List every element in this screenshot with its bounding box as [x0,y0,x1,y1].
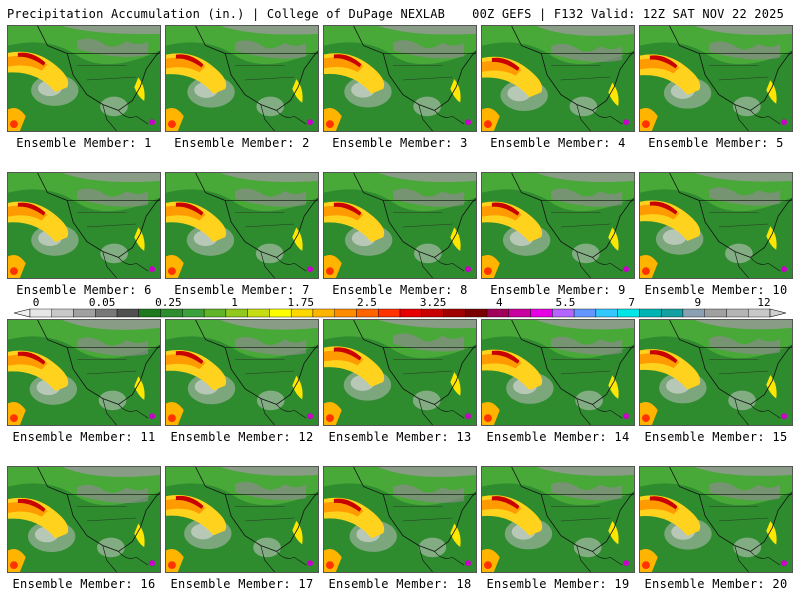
ensemble-member-label: Ensemble Member: 10 [644,283,788,297]
ensemble-member-label: Ensemble Member: 11 [12,430,156,444]
colorbar-tick-label: 2.5 [357,297,377,309]
colorbar-cell [378,308,401,318]
ensemble-member-map [323,25,477,132]
model-run-info: 00Z GEFS | F132 Valid: 12Z SAT NOV 22 20… [472,7,784,21]
ensemble-member-label: Ensemble Member: 9 [490,283,626,297]
colorbar-cell [73,308,96,318]
colorbar-tick-label: 1 [231,297,238,309]
ensemble-member-map [639,319,793,426]
colorbar-cell [203,308,227,318]
ensemble-member-map [639,466,793,573]
colorbar-cell [290,308,314,318]
colorbar-cell [573,308,597,318]
colorbar-cell [269,308,292,318]
ensemble-member-map [7,319,161,426]
colorbar-cell [247,308,270,318]
colorbar-cell [748,308,771,318]
colorbar-cell [51,308,74,318]
colorbar-cell [704,308,727,318]
ensemble-member-map [481,25,635,132]
colorbar-low-arrow [13,308,31,318]
colorbar-cell [486,308,510,318]
ensemble-member-label: Ensemble Member: 18 [328,577,472,591]
colorbar-cell [225,308,248,318]
colorbar-cell [399,308,422,318]
ensemble-member-map [165,466,319,573]
ensemble-member-map [481,466,635,573]
ensemble-member-map [323,172,477,279]
colorbar-cell [334,308,357,318]
ensemble-member-map [165,172,319,279]
colorbar-cell [639,308,662,318]
colorbar-cell [95,308,118,318]
ensemble-member-map [639,25,793,132]
ensemble-member-label: Ensemble Member: 6 [16,283,152,297]
ensemble-member-label: Ensemble Member: 15 [644,430,788,444]
ensemble-member-label: Ensemble Member: 14 [486,430,630,444]
ensemble-member-label: Ensemble Member: 5 [648,136,784,150]
colorbar-cell [29,308,52,318]
colorbar-cell [312,308,335,318]
colorbar-tick-label: 12 [757,297,770,309]
colorbar-tick-label: 0.05 [89,297,116,309]
colorbar-cell [552,308,575,318]
ensemble-member-label: Ensemble Member: 2 [174,136,310,150]
colorbar-tick-label: 1.75 [287,297,314,309]
colorbar-cell [182,308,205,318]
ensemble-member-map [7,25,161,132]
colorbar-tick-label: 7 [628,297,635,309]
colorbar-cell [465,308,488,318]
ensemble-member-label: Ensemble Member: 13 [328,430,472,444]
ensemble-member-label: Ensemble Member: 19 [486,577,630,591]
ensemble-member-map [323,466,477,573]
colorbar-cell [726,308,749,318]
ensemble-member-label: Ensemble Member: 8 [332,283,468,297]
colorbar-cell [660,308,684,318]
colorbar-cell [530,308,553,318]
ensemble-member-label: Ensemble Member: 7 [174,283,310,297]
colorbar-cell [356,308,379,318]
colorbar-tick-label: 3.25 [420,297,447,309]
ensemble-member-map [7,466,161,573]
ensemble-member-label: Ensemble Member: 16 [12,577,156,591]
ensemble-member-map [481,319,635,426]
ensemble-member-label: Ensemble Member: 17 [170,577,314,591]
ensemble-member-map [481,172,635,279]
precipitation-colorbar: 0 0.05 0.25 1 1.75 2.5 3.25 4 5.5 7 9 12 [13,297,787,318]
ensemble-member-map [7,172,161,279]
map-title: Precipitation Accumulation (in.) | Colle… [7,7,446,21]
colorbar-tick-label: 5.5 [556,297,576,309]
ensemble-member-label: Ensemble Member: 12 [170,430,314,444]
colorbar-tick-label: 9 [695,297,702,309]
colorbar-cell [682,308,705,318]
colorbar-cell [508,308,531,318]
ensemble-member-map [323,319,477,426]
ensemble-member-label: Ensemble Member: 4 [490,136,626,150]
colorbar-cell [595,308,618,318]
colorbar-cell [617,308,640,318]
ensemble-member-map [165,25,319,132]
colorbar-tick-label: 0 [33,297,40,309]
ensemble-member-map [165,319,319,426]
colorbar-tick-label: 0.25 [155,297,182,309]
colorbar-cell [138,308,161,318]
colorbar-tick-label: 4 [496,297,503,309]
colorbar-cell [443,308,466,318]
colorbar-cell [421,308,444,318]
ensemble-member-label: Ensemble Member: 3 [332,136,468,150]
ensemble-member-map [639,172,793,279]
colorbar-cell [116,308,140,318]
ensemble-member-label: Ensemble Member: 1 [16,136,152,150]
colorbar-high-arrow [769,308,787,318]
colorbar-cell [160,308,183,318]
ensemble-member-label: Ensemble Member: 20 [644,577,788,591]
